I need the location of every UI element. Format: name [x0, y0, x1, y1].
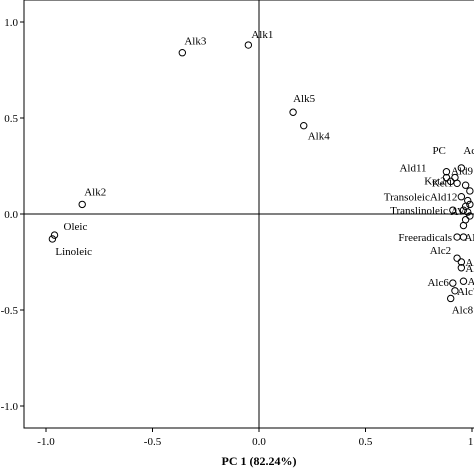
- data-point: [466, 212, 474, 220]
- x-tick-label: -1.0: [37, 436, 55, 448]
- data-point: [457, 164, 466, 172]
- x-axis-title: PC 1 (82.24%): [222, 454, 297, 468]
- point-label: Ket2: [424, 175, 445, 187]
- data-point: [453, 179, 461, 187]
- point-label: Alc7: [457, 286, 474, 298]
- data-point: [453, 254, 461, 262]
- point-label: Alc8: [452, 304, 474, 316]
- x-tick-label: -0.5: [144, 436, 162, 448]
- x-tick-label: 0.0: [252, 436, 266, 448]
- point-label: Ald9: [451, 166, 474, 178]
- data-point: [459, 233, 468, 241]
- point-label: Oleic: [64, 221, 88, 233]
- data-point: [459, 277, 468, 285]
- point-label: PC: [432, 145, 445, 157]
- point-label: Alk1: [251, 29, 273, 41]
- data-point: [457, 193, 466, 201]
- point-label: Ac: [463, 145, 474, 157]
- data-point: [449, 206, 457, 214]
- data-point: [464, 208, 472, 216]
- point-label: Ket1: [432, 177, 453, 189]
- point-label: AV: [450, 206, 465, 218]
- reference-lines: [24, 0, 474, 428]
- x-tick-label: 0.5: [359, 436, 373, 448]
- data-point: [466, 187, 474, 195]
- data-point: [457, 258, 466, 266]
- data-point: [78, 200, 86, 209]
- data-point: [48, 235, 57, 243]
- data-point: [442, 173, 451, 182]
- y-tick-label: 0.5: [4, 113, 18, 125]
- data-point: [50, 231, 59, 239]
- y-tick-label: -0.5: [1, 305, 19, 317]
- point-label: Ald8: [464, 232, 474, 244]
- data-point: [466, 200, 474, 209]
- data-point: [457, 264, 466, 272]
- point-layer: Alk1 Alk3 Alk5 Alk4 Alk2 Oleic Linoleic PC Ac Ald…: [48, 29, 474, 316]
- y-tick-label: 0.0: [4, 209, 18, 221]
- point-label: A: [465, 257, 473, 269]
- data-point: [447, 294, 455, 303]
- y-tick-label: 1.0: [4, 17, 18, 29]
- point-label: Alk3: [184, 36, 207, 48]
- point-label: Linoleic: [55, 246, 92, 258]
- data-point: [459, 206, 468, 214]
- y-tick-label: -1.0: [1, 401, 19, 413]
- data-point: [178, 49, 187, 57]
- data-point: [300, 121, 308, 130]
- point-label: Alc2: [430, 245, 451, 257]
- point-label: Ald11: [399, 163, 426, 175]
- data-point: [461, 181, 470, 189]
- tick-layer: -1.0 -0.5 0.0 0.5 1. 1.0 0.5 0.0 -0.5 -1.0: [1, 17, 474, 448]
- point-label: Freeradicals: [398, 232, 452, 244]
- point-label: Translinoleic: [390, 205, 448, 217]
- point-label: Alk2: [84, 186, 106, 198]
- data-point: [244, 41, 253, 49]
- point-label: Al: [465, 263, 474, 275]
- data-point: [451, 287, 459, 295]
- data-point: [449, 279, 457, 287]
- data-point: [289, 108, 297, 116]
- data-point: [459, 221, 468, 230]
- point-label: A: [467, 276, 474, 288]
- point-label: TransoleicAld12: [384, 192, 458, 204]
- point-label: Alc6: [427, 277, 449, 289]
- data-point: [442, 168, 451, 176]
- point-label: Alk4: [308, 131, 331, 143]
- x-tick-label: 1.: [468, 436, 474, 448]
- point-label: Alk5: [293, 93, 316, 105]
- data-point: [447, 177, 455, 186]
